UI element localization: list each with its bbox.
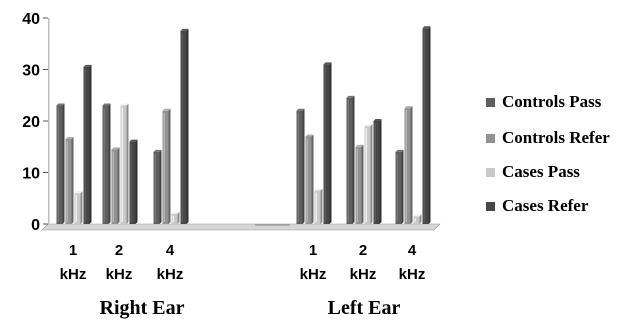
x-category-number: 1 xyxy=(309,242,317,259)
legend-label: Controls Refer xyxy=(502,128,610,147)
bar xyxy=(129,139,138,224)
bar xyxy=(56,103,65,224)
x-category-number: 4 xyxy=(166,242,175,259)
legend-label: Cases Pass xyxy=(502,162,580,181)
bar xyxy=(314,188,323,224)
bar xyxy=(102,103,111,224)
legend-swatch xyxy=(486,134,495,143)
x-category-number: 2 xyxy=(115,242,123,259)
y-tick-label: 0 xyxy=(31,217,40,234)
bar xyxy=(111,147,120,224)
x-group-label: Left Ear xyxy=(328,297,401,319)
y-tick-label: 40 xyxy=(22,11,40,28)
x-group-labels: Right Ear Left Ear xyxy=(100,297,401,319)
x-category-labels: 1 kHz 2 kHz 4 kHz 1 kHz 2 kHz 4 kHz xyxy=(60,242,426,283)
bar xyxy=(305,134,314,224)
bar xyxy=(323,62,332,224)
legend-swatch xyxy=(486,202,495,211)
bar xyxy=(404,106,413,224)
x-group-label: Right Ear xyxy=(100,297,185,319)
legend-item: Cases Pass xyxy=(486,162,580,181)
x-category-number: 2 xyxy=(359,242,367,259)
floor-plane xyxy=(41,223,441,231)
x-category-unit: kHz xyxy=(157,266,184,283)
bar xyxy=(120,103,129,224)
bar xyxy=(153,149,162,224)
bar xyxy=(296,108,305,224)
x-category-number: 4 xyxy=(408,242,417,259)
x-category-unit: kHz xyxy=(399,266,426,283)
bar xyxy=(83,64,92,224)
bar xyxy=(65,137,74,224)
bars-layer xyxy=(56,26,431,224)
bar xyxy=(162,108,171,224)
bar xyxy=(74,191,83,224)
legend: Controls Pass Controls Refer Cases Pass Cas… xyxy=(486,92,610,215)
legend-label: Controls Pass xyxy=(502,92,602,111)
bar xyxy=(395,149,404,224)
x-category-unit: kHz xyxy=(350,266,377,283)
legend-item: Cases Refer xyxy=(486,196,589,215)
bar xyxy=(346,95,355,224)
x-category-unit: kHz xyxy=(60,266,87,283)
legend-label: Cases Refer xyxy=(502,196,589,215)
y-axis: 0 10 20 30 40 xyxy=(22,11,48,234)
y-tick-label: 20 xyxy=(22,114,40,131)
x-category-unit: kHz xyxy=(300,266,327,283)
bar xyxy=(422,26,431,224)
back-wall xyxy=(48,18,50,224)
bar xyxy=(364,124,373,224)
legend-swatch xyxy=(486,168,495,177)
x-category-number: 1 xyxy=(69,242,77,259)
legend-item: Controls Pass xyxy=(486,92,602,111)
x-category-unit: kHz xyxy=(106,266,133,283)
y-tick-label: 30 xyxy=(22,63,40,80)
legend-item: Controls Refer xyxy=(486,128,610,147)
bar xyxy=(413,214,422,224)
bar xyxy=(171,211,180,224)
y-tick-label: 10 xyxy=(22,166,40,183)
bar xyxy=(180,28,189,224)
bar xyxy=(373,119,382,224)
bar xyxy=(355,144,364,224)
legend-swatch xyxy=(486,98,495,107)
